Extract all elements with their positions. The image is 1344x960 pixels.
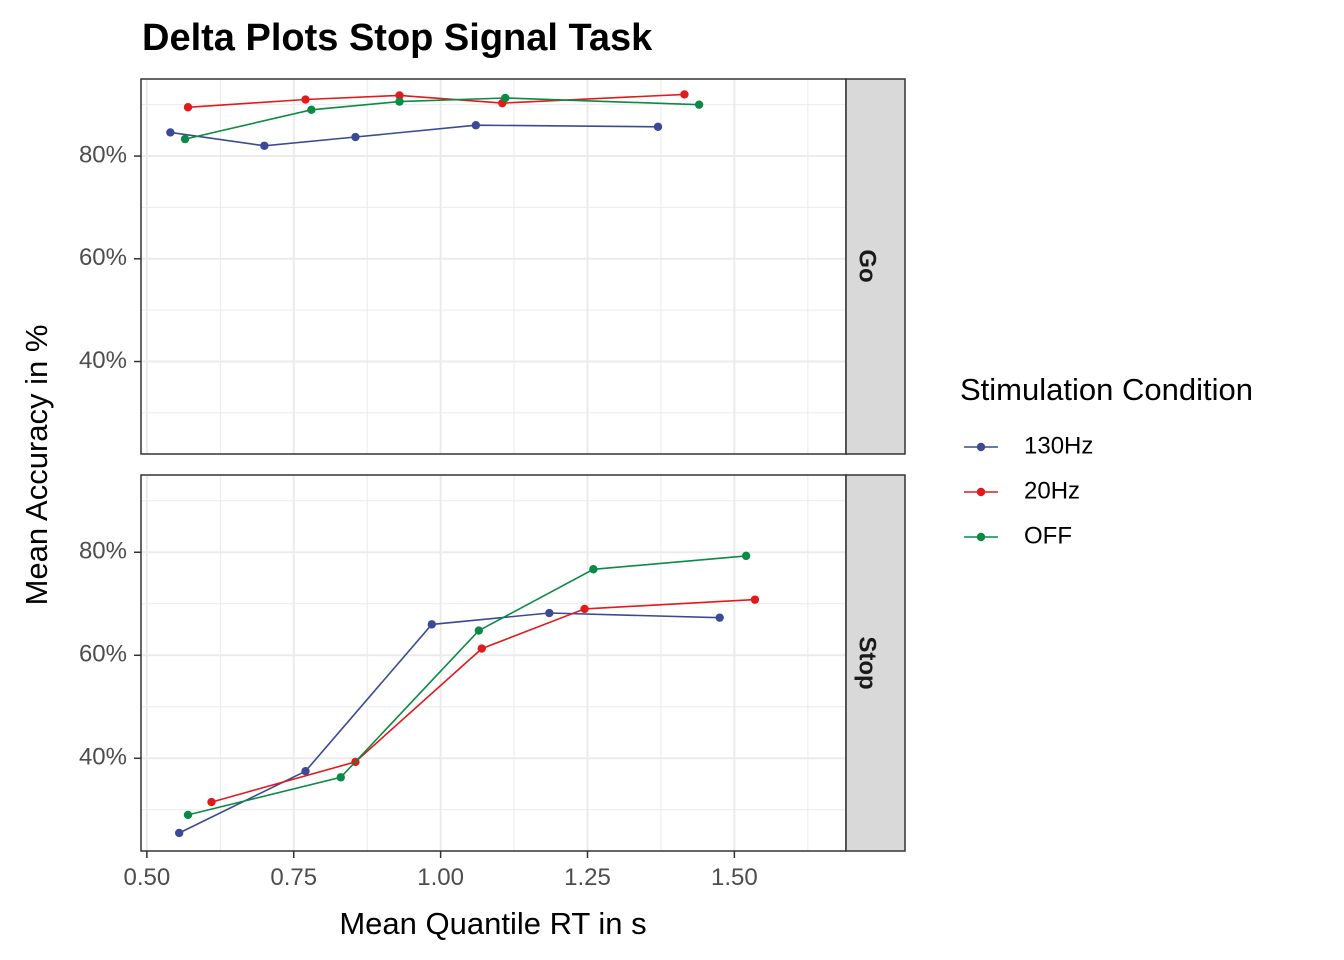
data-point-stop-20hz — [580, 604, 589, 614]
data-point-go-20hz — [680, 90, 689, 99]
data-point-go-off — [395, 97, 404, 106]
legend-label-20hz: 20Hz — [1024, 477, 1080, 504]
panel-stop: Stop — [140, 474, 906, 852]
data-point-go-130hz — [471, 121, 481, 130]
panel-stop-grid — [141, 475, 846, 851]
y-axis-title: Mean Accuracy in % — [19, 325, 54, 606]
x-tick-label: 0.75 — [270, 864, 317, 891]
legend-items: 130Hz 20Hz OFF — [964, 432, 1093, 549]
y-tick-label: 80% — [79, 538, 127, 565]
data-point-stop-off — [474, 626, 484, 635]
x-tick-label: 1.25 — [564, 864, 611, 891]
panel-stop-series — [174, 551, 760, 838]
data-point-go-20hz — [183, 103, 193, 112]
x-tick-label: 1.00 — [417, 864, 464, 891]
panel-go-grid — [141, 79, 846, 454]
data-point-go-off — [501, 93, 510, 103]
data-point-go-off — [307, 105, 316, 115]
data-point-stop-20hz — [750, 595, 760, 604]
data-point-go-130hz — [260, 141, 269, 150]
legend-key-point — [976, 442, 986, 452]
data-point-stop-off — [589, 565, 598, 574]
x-tick-label: 1.50 — [711, 864, 758, 891]
legend-key-point — [976, 487, 986, 497]
data-point-go-off — [180, 134, 190, 144]
chart-title: Delta Plots Stop Signal Task — [142, 17, 653, 59]
x-axis-title: Mean Quantile RT in s — [339, 906, 646, 941]
y-axis-ticks: 40% 60% 80% 40% 60% 80% — [79, 141, 141, 771]
y-tick-label: 80% — [79, 141, 127, 168]
y-tick-label: 60% — [79, 244, 127, 271]
data-point-stop-130hz — [427, 620, 437, 629]
strip-stop — [845, 474, 906, 852]
y-tick-label: 40% — [79, 347, 127, 374]
data-point-go-130hz — [166, 128, 175, 137]
legend: Stimulation Condition 130Hz 20Hz OFF — [960, 372, 1253, 549]
legend-label-off: OFF — [1024, 522, 1072, 549]
legend-title: Stimulation Condition — [960, 372, 1253, 407]
data-point-go-20hz — [395, 91, 404, 100]
panel-go-series — [166, 90, 704, 150]
data-point-go-130hz — [653, 122, 663, 131]
data-point-stop-off — [336, 773, 345, 782]
data-point-stop-20hz — [207, 797, 216, 807]
data-point-stop-off — [183, 810, 193, 820]
data-point-stop-130hz — [715, 613, 724, 622]
y-tick-label: 60% — [79, 641, 127, 668]
data-point-go-130hz — [351, 132, 360, 142]
panel-go-background — [141, 79, 846, 454]
data-point-stop-off — [741, 551, 751, 561]
data-point-go-20hz — [301, 95, 310, 104]
strip-label-stop: Stop — [854, 636, 881, 689]
panel-go: Go — [140, 78, 906, 455]
legend-key-point — [976, 532, 986, 542]
strip-go — [845, 78, 906, 455]
data-point-stop-130hz — [301, 766, 310, 776]
panel-stop-background — [141, 475, 846, 851]
x-tick-label: 0.50 — [124, 864, 171, 891]
legend-label-130hz: 130Hz — [1024, 432, 1093, 459]
data-point-stop-20hz — [477, 644, 486, 653]
data-point-stop-130hz — [545, 608, 554, 618]
x-axis-ticks: 0.50 0.75 1.00 1.25 1.50 — [124, 851, 758, 891]
strip-label-go: Go — [854, 249, 881, 282]
data-point-stop-130hz — [174, 828, 184, 838]
y-tick-label: 40% — [79, 744, 127, 771]
data-point-go-off — [694, 100, 704, 109]
